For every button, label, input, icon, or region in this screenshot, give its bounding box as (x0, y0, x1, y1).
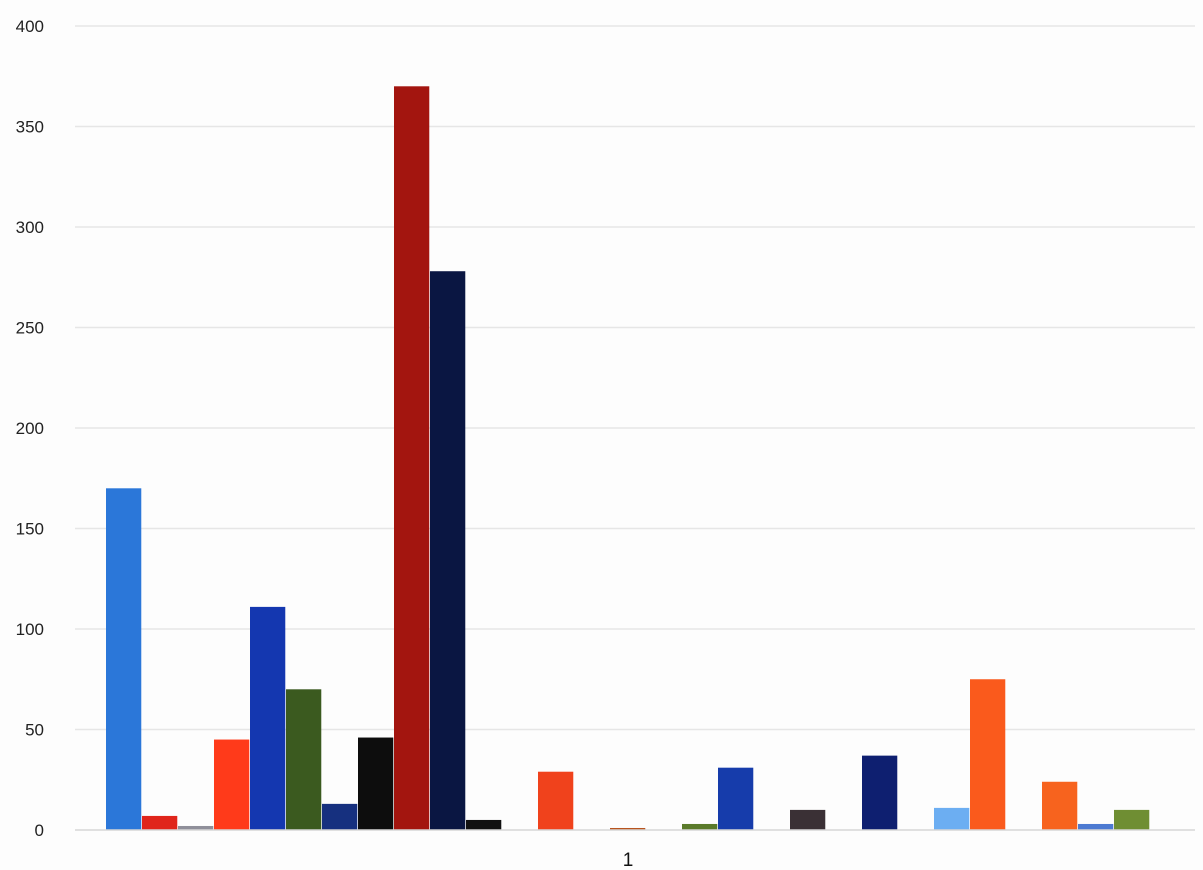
bar-series-24 (934, 807, 970, 830)
x-tick-label: 1 (623, 850, 634, 870)
x-axis-ticks: 1 (623, 850, 634, 870)
grid-layer (75, 25, 1195, 731)
y-tick-label: 50 (25, 721, 44, 740)
y-tick-label: 100 (16, 620, 44, 639)
bar-series-25 (970, 679, 1006, 830)
y-axis-ticks: 0 50 100 150 200 250 300 350 400 (16, 17, 44, 840)
bar-series-29 (1114, 809, 1150, 830)
bar-series-22 (862, 755, 898, 830)
bar-series-4 (214, 739, 250, 830)
bar-series-10 (430, 271, 466, 831)
bar-series-28 (1078, 823, 1114, 830)
bar-series-8 (358, 737, 394, 830)
bar-series-13 (538, 771, 574, 830)
bar-series-9 (394, 86, 430, 831)
bar-series-17 (682, 823, 718, 830)
y-tick-label: 400 (16, 17, 44, 36)
bar-series-18 (718, 767, 754, 830)
bar-series-5 (250, 606, 286, 830)
y-tick-label: 200 (16, 419, 44, 438)
bar-series-2 (142, 815, 178, 830)
bar-series-7 (322, 803, 358, 830)
bar-series-15 (610, 827, 646, 830)
bar-series-1 (106, 488, 142, 830)
bar-series-3 (178, 825, 214, 830)
y-tick-label: 300 (16, 218, 44, 237)
bar-series-11 (466, 819, 502, 830)
bars (106, 86, 1150, 831)
bar-series-27 (1042, 781, 1078, 830)
bar-series-6 (286, 689, 322, 830)
y-tick-label: 0 (35, 821, 44, 840)
y-tick-label: 250 (16, 319, 44, 338)
y-tick-label: 150 (16, 520, 44, 539)
bar-series-20 (790, 809, 826, 830)
y-tick-label: 350 (16, 118, 44, 137)
